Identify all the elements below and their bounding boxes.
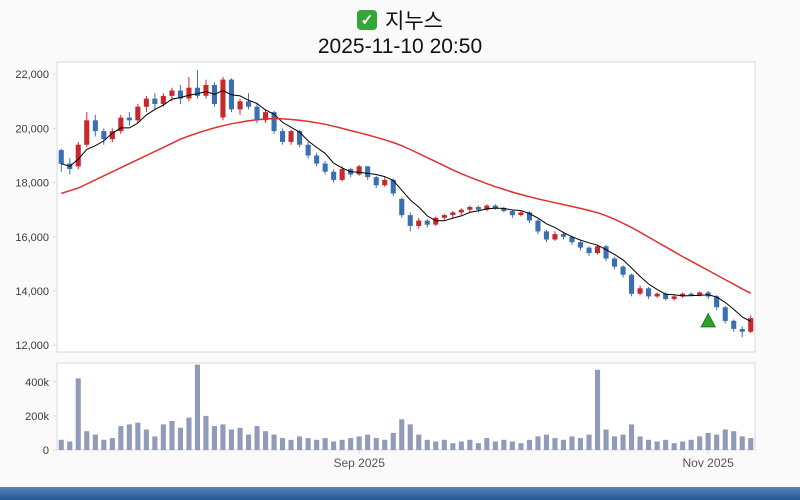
buy-signal-triangle-icon — [700, 312, 717, 328]
svg-text:200k: 200k — [25, 411, 49, 423]
checkbox-checked-icon — [357, 9, 378, 30]
stock-title: 지누스 — [385, 9, 443, 33]
svg-text:14,000: 14,000 — [15, 286, 49, 298]
chart-datetime: 2025-11-10 20:50 — [317, 35, 483, 58]
svg-text:18,000: 18,000 — [15, 178, 49, 190]
svg-text:20,000: 20,000 — [15, 123, 49, 135]
chart-header: 지누스 2025-11-10 20:50 — [0, 0, 800, 58]
title-row: 지누스 — [0, 7, 800, 33]
svg-text:Nov 2025: Nov 2025 — [682, 456, 734, 470]
svg-text:16,000: 16,000 — [15, 232, 49, 244]
svg-text:22,000: 22,000 — [15, 69, 49, 81]
svg-text:0: 0 — [43, 445, 49, 457]
candlestick-volume-chart: 22,000 20,000 18,000 16,000 14,000 12,000 400k… — [15, 61, 756, 470]
svg-text:Sep 2025: Sep 2025 — [333, 456, 385, 470]
svg-text:400k: 400k — [25, 377, 49, 389]
window-footer-bar — [0, 487, 800, 500]
svg-text:12,000: 12,000 — [15, 340, 49, 352]
